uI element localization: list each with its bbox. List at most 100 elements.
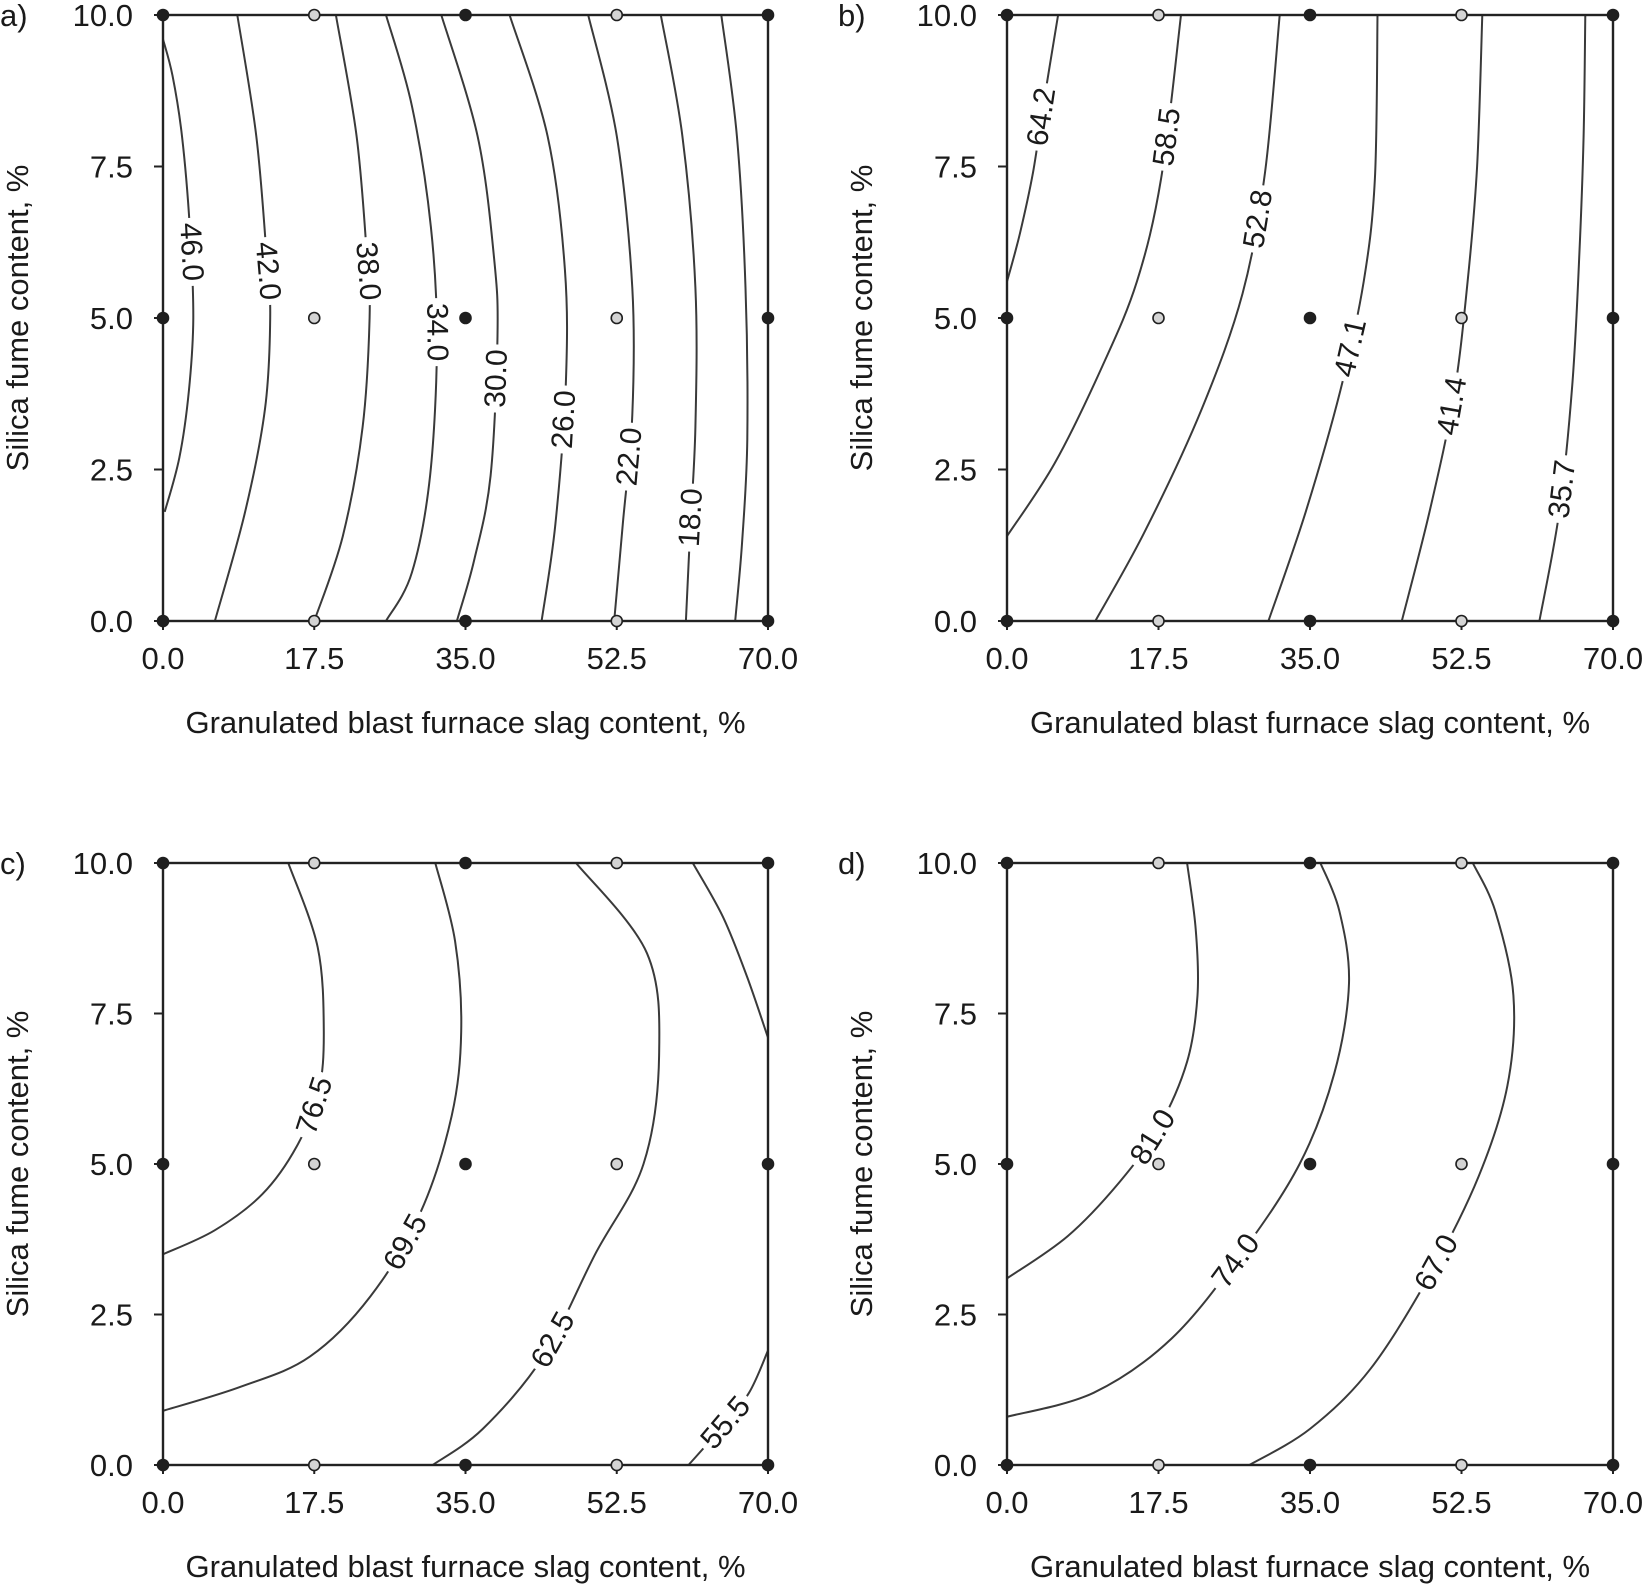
design-point xyxy=(1455,1458,1468,1472)
contour-label-group: 52.8 xyxy=(1234,182,1283,256)
design-point xyxy=(1303,614,1317,628)
design-point xyxy=(610,311,624,325)
design-point xyxy=(1152,311,1165,325)
contour-label: 46.0 xyxy=(173,222,209,282)
design-point xyxy=(610,8,624,22)
y-tick-label: 5.0 xyxy=(90,1147,133,1182)
y-tick-label: 2.5 xyxy=(90,1298,133,1333)
x-tick-label: 17.5 xyxy=(1128,1485,1188,1520)
contour-label: 30.0 xyxy=(479,349,514,409)
y-tick-label: 7.5 xyxy=(90,150,133,185)
x-tick-label: 35.0 xyxy=(435,1485,495,1520)
design-point xyxy=(1152,856,1165,870)
x-tick-label: 0.0 xyxy=(141,1485,184,1520)
x-tick-label: 70.0 xyxy=(1583,641,1643,676)
contour-label-group: 58.5 xyxy=(1143,100,1191,174)
design-point xyxy=(761,856,775,870)
contour-line xyxy=(1248,863,1516,1465)
design-point xyxy=(761,1458,775,1472)
y-tick-label: 0.0 xyxy=(934,1448,977,1483)
design-point xyxy=(1000,8,1014,22)
contour-label: 18.0 xyxy=(673,488,709,548)
contour-label-group: 47.1 xyxy=(1324,310,1377,386)
x-tick-label: 17.5 xyxy=(284,641,344,676)
x-axis-label: Granulated blast furnace slag content, % xyxy=(1030,705,1590,740)
contour-label: 26.0 xyxy=(546,389,583,449)
y-tick-label: 2.5 xyxy=(934,453,977,488)
design-point xyxy=(459,311,472,325)
design-point xyxy=(156,1157,170,1171)
design-point xyxy=(1000,311,1014,325)
design-point xyxy=(761,8,775,22)
contour-line xyxy=(1007,15,1060,282)
design-point xyxy=(1303,856,1317,870)
design-point xyxy=(1455,8,1468,22)
x-tick-label: 52.5 xyxy=(587,1485,647,1520)
contour-label-bg xyxy=(1143,100,1191,174)
contour-label-group: 42.0 xyxy=(245,235,290,307)
design-point xyxy=(1152,1157,1165,1171)
x-tick-label: 0.0 xyxy=(985,641,1028,676)
contour-line xyxy=(508,15,569,621)
contour-label: 35.7 xyxy=(1542,458,1582,520)
contour-label-bg xyxy=(607,421,652,493)
design-point xyxy=(307,856,321,870)
design-point xyxy=(307,1458,321,1472)
contour-line xyxy=(432,863,661,1465)
design-point xyxy=(1606,311,1620,325)
contour-label-bg xyxy=(689,1384,763,1461)
design-point xyxy=(1606,8,1620,22)
design-point xyxy=(1303,8,1317,22)
design-point xyxy=(307,614,321,628)
design-point xyxy=(1152,1458,1165,1472)
design-point xyxy=(1455,311,1468,325)
contour-label-group: 55.5 xyxy=(689,1384,763,1461)
design-point xyxy=(1000,856,1014,870)
x-tick-label: 52.5 xyxy=(587,641,647,676)
design-point xyxy=(459,1157,472,1171)
x-tick-label: 0.0 xyxy=(141,641,184,676)
design-point xyxy=(1606,1157,1620,1171)
y-tick-label: 7.5 xyxy=(934,150,977,185)
x-tick-label: 35.0 xyxy=(1280,1485,1340,1520)
contour-label-group: 62.5 xyxy=(520,1300,587,1379)
design-point xyxy=(1152,614,1165,628)
x-tick-label: 17.5 xyxy=(284,1485,344,1520)
contour-line xyxy=(163,863,325,1256)
design-point xyxy=(1303,1458,1317,1472)
y-tick-label: 7.5 xyxy=(90,997,133,1032)
design-point xyxy=(1000,1458,1014,1472)
x-axis-label: Granulated blast furnace slag content, % xyxy=(185,1549,745,1584)
contour-line xyxy=(1400,15,1484,621)
contour-label-group: 76.5 xyxy=(286,1067,344,1144)
contour-label-group: 67.0 xyxy=(1403,1223,1470,1302)
design-point xyxy=(156,311,170,325)
panel-1: a) 46.0 42.0 38.0 34.0 30.0 26.0 22.0 18.0 0.0 17.… xyxy=(0,0,798,740)
y-tick-label: 2.5 xyxy=(90,453,133,488)
design-point xyxy=(1455,856,1468,870)
contour-label-bg xyxy=(542,384,586,455)
design-point xyxy=(610,856,624,870)
contour-label-group: 34.0 xyxy=(417,297,457,367)
panel-tag: d) xyxy=(838,846,866,881)
y-tick-label: 10.0 xyxy=(917,846,977,881)
design-point xyxy=(610,614,624,628)
design-point xyxy=(1152,8,1165,22)
contour-label-bg xyxy=(417,297,457,367)
contour-label-group: 26.0 xyxy=(542,384,586,455)
contour-label-group: 30.0 xyxy=(476,343,517,414)
y-axis-label: Silica fume content, % xyxy=(844,1011,879,1318)
contour-line xyxy=(1007,863,1351,1418)
design-point xyxy=(610,1157,624,1171)
contour-line xyxy=(1007,863,1200,1280)
contour-label: 38.0 xyxy=(349,241,386,302)
design-point xyxy=(761,311,775,325)
contour-line xyxy=(1094,15,1281,621)
x-tick-label: 35.0 xyxy=(435,641,495,676)
y-tick-label: 5.0 xyxy=(934,1147,977,1182)
contour-group xyxy=(1007,15,1587,621)
design-point xyxy=(1606,614,1620,628)
y-tick-label: 5.0 xyxy=(90,301,133,336)
design-point xyxy=(1000,614,1014,628)
